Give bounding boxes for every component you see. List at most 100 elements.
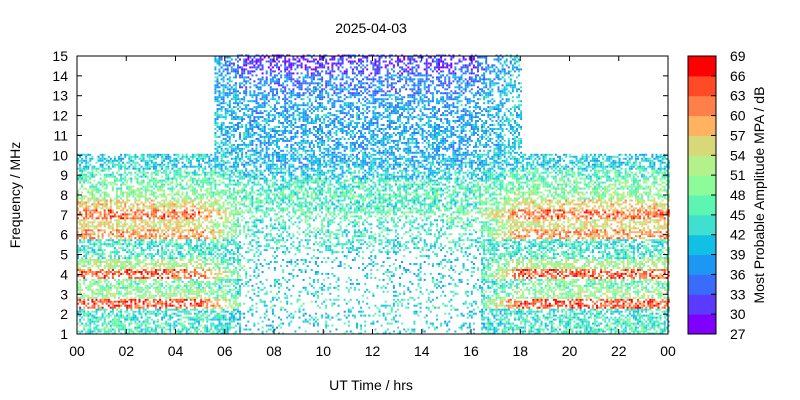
heatmap-cell [87,312,90,315]
heatmap-cell [83,318,86,321]
heatmap-cell [103,197,106,200]
heatmap-cell [232,239,235,242]
heatmap-cell [146,165,149,168]
heatmap-cell [134,231,137,234]
heatmap-cell [87,229,90,232]
heatmap-cell [175,221,178,224]
heatmap-cell [122,261,125,263]
heatmap-cell [77,255,79,258]
heatmap-cell [122,267,125,269]
heatmap-cell [234,70,237,73]
heatmap-cell [165,253,168,256]
heatmap-cell [134,318,137,321]
heatmap-cell [116,189,118,192]
heatmap-cell [120,197,123,200]
heatmap-cell [220,78,223,81]
heatmap-cell [191,255,194,258]
heatmap-cell [99,225,102,228]
heatmap-cell [218,58,221,61]
heatmap-cell [140,159,143,162]
heatmap-cell [159,185,162,188]
heatmap-cell [220,122,223,124]
heatmap-cell [118,272,120,275]
heatmap-cell [118,316,120,319]
heatmap-cell [91,316,94,319]
heatmap-cell [81,171,84,174]
heatmap-cell [179,306,182,309]
heatmap-cell [132,284,135,287]
heatmap-cell [208,183,211,186]
heatmap-cell [163,237,166,240]
heatmap-cell [157,284,159,287]
heatmap-cell [95,280,98,283]
heatmap-cell [222,225,225,228]
heatmap-cell [239,278,241,281]
heatmap-cell [163,191,166,194]
heatmap-cell [224,94,227,97]
heatmap-cell [247,157,250,160]
heatmap-cell [81,259,84,261]
heatmap-cell [181,231,184,234]
heatmap-cell [111,187,114,190]
heatmap-cell [93,175,96,178]
heatmap-cell [179,292,182,295]
heatmap-cell [198,259,200,261]
heatmap-cell [163,215,166,218]
heatmap-cell [148,223,151,226]
heatmap-cell [101,284,104,287]
heatmap-cell [200,231,203,234]
heatmap-cell [232,201,235,204]
heatmap-cell [243,76,246,79]
heatmap-cell [128,255,131,258]
heatmap-cell [101,288,104,291]
heatmap-cell [220,286,223,289]
heatmap-cell [222,70,225,73]
heatmap-cell [204,298,207,301]
heatmap-cell [220,98,223,101]
heatmap-cell [169,261,172,263]
heatmap-cell [228,165,231,168]
heatmap-cell [177,330,180,333]
heatmap-cell [243,108,246,111]
heatmap-cell [165,195,168,198]
heatmap-cell [161,261,164,263]
heatmap-cell [159,296,162,299]
heatmap-cell [120,201,123,204]
heatmap-cell [226,274,229,277]
heatmap-cell [216,326,219,329]
heatmap-cell [122,191,125,194]
heatmap-cell [216,130,219,132]
heatmap-cell [132,191,135,194]
heatmap-cell [87,284,90,287]
heatmap-cell [216,318,219,321]
heatmap-cell [136,247,139,250]
heatmap-cell [87,247,90,250]
heatmap-cell [224,185,227,188]
heatmap-cell [204,203,207,206]
heatmap-cell [124,219,127,222]
heatmap-cell [138,263,141,265]
heatmap-cell [118,271,120,273]
heatmap-cell [79,269,82,271]
heatmap-cell [179,205,182,208]
heatmap-cell [249,143,252,146]
heatmap-cell [101,229,104,232]
heatmap-cell [103,229,106,232]
heatmap-cell [189,255,192,258]
heatmap-cell [130,274,133,277]
heatmap-cell [120,193,123,196]
heatmap-cell [105,326,108,329]
heatmap-cell [136,271,139,273]
heatmap-cell [154,183,157,186]
heatmap-cell [247,233,250,236]
heatmap-cell [247,205,250,208]
heatmap-cell [89,259,92,261]
heatmap-cell [154,302,157,305]
heatmap-cell [237,163,239,166]
heatmap-cell [193,271,196,273]
heatmap-cell [142,213,145,216]
heatmap-cell [230,197,233,200]
heatmap-cell [196,330,198,333]
heatmap-cell [216,155,219,158]
heatmap-cell [230,169,233,172]
